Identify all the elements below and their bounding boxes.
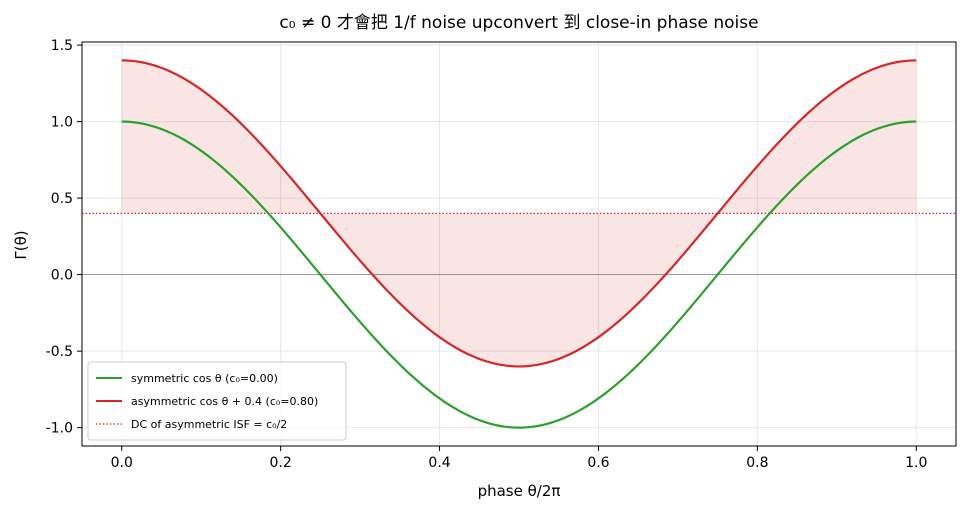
reference-lines <box>82 212 956 276</box>
legend-label-symmetric: symmetric cos θ (c₀=0.00) <box>131 372 278 385</box>
y-tick-label: 1.0 <box>51 115 73 131</box>
chart-title: c₀ ≠ 0 才會把 1/f noise upconvert 到 close-i… <box>279 13 758 33</box>
y-tick-label: -0.5 <box>46 344 73 360</box>
x-axis-title: phase θ/2π <box>478 482 561 500</box>
x-tick-label: 0.4 <box>428 455 450 471</box>
x-tick-label: 0.2 <box>270 455 292 471</box>
fill-layer <box>121 60 917 367</box>
legend: symmetric cos θ (c₀=0.00) asymmetric cos… <box>87 361 347 441</box>
y-tick-label: -1.0 <box>46 421 73 437</box>
y-tick-label: 0.0 <box>51 268 73 284</box>
y-tick-label: 0.5 <box>51 191 73 207</box>
x-tick-label: 0.0 <box>111 455 133 471</box>
plot-frame <box>81 41 957 447</box>
legend-label-dc: DC of asymmetric ISF = c₀/2 <box>131 418 287 431</box>
x-tick-label: 1.0 <box>905 455 927 471</box>
series-layer <box>121 59 917 429</box>
y-axis-title: Γ(θ) <box>12 230 30 259</box>
y-tick-label: 1.5 <box>51 38 73 54</box>
series-line-asymmetric <box>121 59 917 368</box>
legend-box <box>87 361 347 441</box>
legend-label-asymmetric: asymmetric cos θ + 0.4 (c₀=0.80) <box>131 395 318 408</box>
asymmetric-fill-area <box>121 60 917 367</box>
x-tick-label: 0.8 <box>746 455 768 471</box>
plot-area <box>81 41 957 447</box>
x-axis-ticks: 0.0 0.2 0.4 0.6 0.8 1.0 <box>111 446 927 471</box>
y-axis-ticks: -1.0 -0.5 0.0 0.5 1.0 1.5 <box>46 38 82 437</box>
series-line-symmetric <box>121 120 917 429</box>
x-tick-label: 0.6 <box>587 455 609 471</box>
